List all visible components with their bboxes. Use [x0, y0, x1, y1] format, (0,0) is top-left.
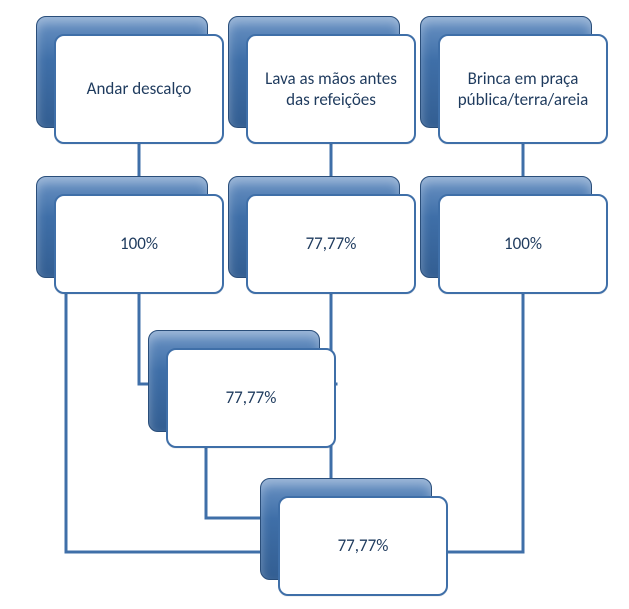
node-front: 100% — [54, 194, 224, 294]
node-front: Lava as mãos antes das refeições — [246, 34, 416, 144]
node-label: 77,77% — [306, 233, 357, 254]
node-label: 100% — [120, 233, 158, 254]
node-lava-maos: Lava as mãos antes das refeições — [228, 16, 416, 144]
node-brinca-praca: Brinca em praça pública/terra/areia — [420, 16, 608, 144]
node-100-b: 100% — [420, 176, 608, 294]
node-label: 100% — [504, 233, 542, 254]
node-7777-a: 77,77% — [228, 176, 416, 294]
node-label: 77,77% — [338, 535, 389, 556]
diagram-stage: Andar descalço Lava as mãos antes das re… — [0, 0, 629, 609]
node-100-a: 100% — [36, 176, 224, 294]
node-label: Brinca em praça pública/terra/areia — [452, 68, 594, 111]
node-front: 100% — [438, 194, 608, 294]
node-front: Andar descalço — [54, 34, 224, 144]
node-front: 77,77% — [166, 348, 336, 448]
node-label: Lava as mãos antes das refeições — [260, 68, 402, 111]
node-front: 77,77% — [246, 194, 416, 294]
node-andar-descalco: Andar descalço — [36, 16, 224, 144]
node-front: 77,77% — [278, 496, 448, 596]
node-front: Brinca em praça pública/terra/areia — [438, 34, 608, 144]
node-7777-c: 77,77% — [260, 478, 448, 596]
node-label: Andar descalço — [87, 78, 192, 99]
node-label: 77,77% — [226, 387, 277, 408]
node-7777-b: 77,77% — [148, 330, 336, 448]
